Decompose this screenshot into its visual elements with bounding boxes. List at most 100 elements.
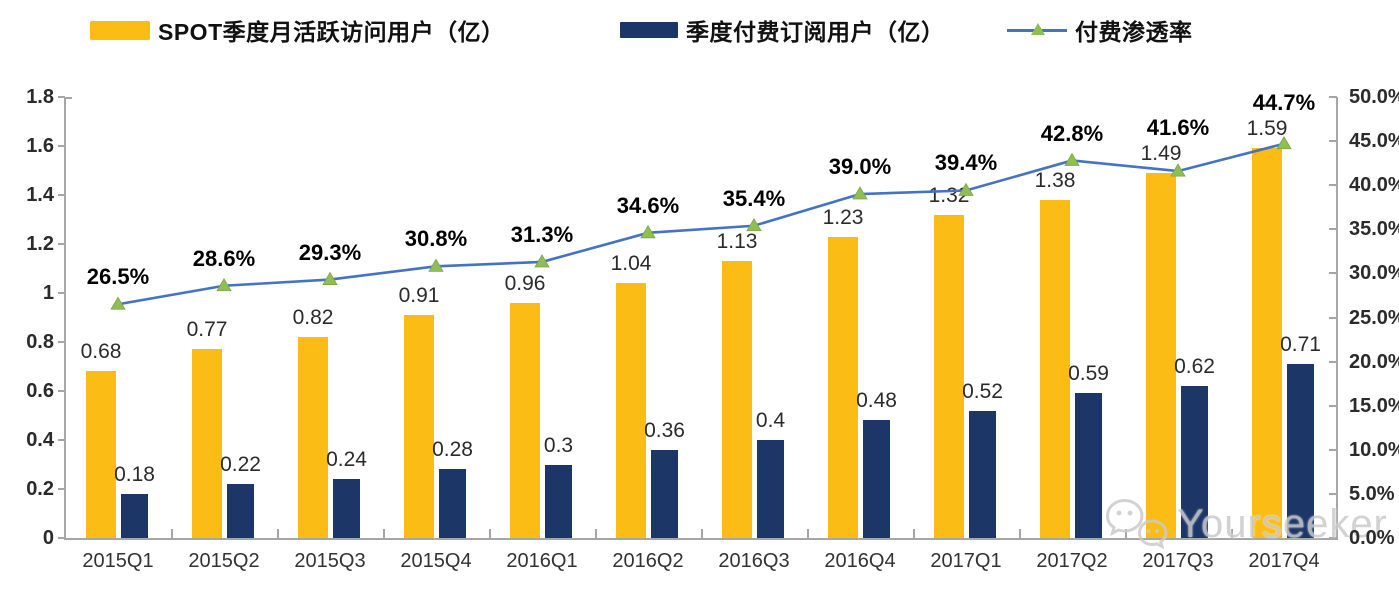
penetration-legend-label: 付费渗透率 [1075,19,1193,45]
legend-item-mau: SPOT季度月活跃访问用户（亿） [90,12,505,48]
subscribers-bar [863,420,890,538]
left-axis-tick [58,341,65,343]
mau-bar [86,371,116,538]
subscribers-bar [969,410,996,538]
legend-item-subscribers: 季度付费订阅用户（亿） [620,12,945,48]
x-axis-tick [383,529,385,538]
left-axis-tick [58,439,65,441]
penetration-value-label: 39.4% [934,150,998,176]
right-axis-tick-label: 45.0% [1349,130,1399,153]
watermark: Yourseeker [1103,496,1388,552]
x-axis-tick [171,529,173,538]
right-axis-tick-label: 15.0% [1349,394,1399,417]
subscribers-value-label: 0.22 [220,453,261,477]
x-tick-label: 2017Q3 [1142,550,1214,572]
penetration-marker [534,254,550,268]
penetration-value-label: 34.6% [616,192,680,218]
mau-value-label: 1.13 [716,230,758,254]
subscribers-value-label: 0.71 [1280,333,1321,357]
x-tick-label: 2016Q4 [824,550,896,572]
right-axis-tick-label: 20.0% [1349,350,1399,373]
penetration-marker [852,186,868,200]
x-axis-tick [807,529,809,538]
right-axis-tick [1329,492,1337,495]
x-tick-label: 2015Q3 [294,550,366,572]
right-axis-tick-label: 25.0% [1349,306,1399,329]
right-axis-tick [1329,316,1337,319]
subscribers-value-label: 0.48 [856,389,897,413]
wechat-icon [1105,498,1168,550]
subscribers-bar [545,464,572,538]
mau-value-label: 0.96 [504,271,546,295]
watermark-text: Yourseeker [1177,501,1388,546]
mau-value-label: 0.68 [80,340,122,364]
subscribers-bar [1287,364,1314,538]
subscribers-value-label: 0.36 [644,418,685,442]
right-axis-tick [1329,404,1337,407]
subscribers-bar [121,493,148,538]
penetration-line [117,142,1285,306]
penetration-marker [110,296,126,310]
x-tick-label: 2016Q3 [718,550,790,572]
right-axis-tick [1329,537,1337,539]
x-tick-label: 2015Q1 [82,550,154,572]
left-axis-tick [58,243,65,245]
subscribers-value-label: 0.24 [326,448,367,472]
left-axis-tick-label: 1.4 [26,184,54,206]
mau-bar [934,214,964,538]
x-tick-label: 2015Q4 [400,550,472,572]
mau-value-label: 1.59 [1246,117,1288,141]
right-axis-tick [1329,96,1337,98]
right-axis-tick-label: 5.0% [1349,482,1395,505]
left-axis-tick-label: 0.2 [26,478,54,500]
mau-legend-swatch [90,20,150,40]
right-axis-tick [1329,272,1337,275]
right-axis-tick-label: 40.0% [1349,174,1399,197]
subscribers-legend-swatch [620,22,678,38]
mau-bar [1040,199,1070,538]
mau-bar [404,315,434,538]
penetration-value-label: 28.6% [192,245,256,271]
left-axis-tick [58,96,65,98]
legend-item-penetration: 付费渗透率 [1007,12,1193,48]
penetration-marker [428,258,444,272]
penetration-value-label: 42.8% [1040,120,1104,146]
mau-bar [616,283,646,538]
penetration-value-label: 39.0% [828,154,892,180]
mau-value-label: 0.91 [398,284,440,308]
x-tick-label: 2015Q2 [188,550,260,572]
mau-bar [722,261,752,538]
subscribers-value-label: 0.28 [432,438,473,462]
x-axis-tick [595,529,597,538]
left-axis-tick-label: 0 [42,527,54,549]
subscribers-value-label: 0.62 [1174,355,1215,379]
right-axis-tick [1329,228,1337,231]
subscribers-value-label: 0.18 [114,462,155,486]
left-axis-tick [58,390,65,392]
penetration-marker [746,217,762,232]
left-axis-tick [58,292,65,294]
triangle-marker-icon [1031,23,1045,35]
left-axis-tick [58,145,65,147]
left-axis-tick-label: 1.8 [26,86,54,108]
left-axis-tick-label: 0.6 [26,380,54,402]
x-axis-tick [1125,529,1127,538]
penetration-marker [322,271,338,285]
penetration-marker [216,277,232,292]
mau-bar [1252,148,1282,538]
mau-bar [828,236,858,538]
mau-bar [1146,172,1176,538]
penetration-value-label: 44.7% [1252,90,1316,116]
x-tick-label: 2016Q1 [506,550,578,572]
right-axis-tick-label: 35.0% [1349,218,1399,241]
x-axis-tick [1231,529,1233,538]
penetration-value-label: 30.8% [404,226,468,252]
left-axis-tick [58,488,65,490]
penetration-marker [640,225,656,239]
x-axis-tick [489,529,491,538]
left-axis-tick-label: 1.2 [26,233,54,255]
x-tick-label: 2017Q2 [1036,550,1108,572]
subscribers-legend-label: 季度付费订阅用户（亿） [686,19,945,45]
subscribers-value-label: 0.4 [755,409,786,432]
